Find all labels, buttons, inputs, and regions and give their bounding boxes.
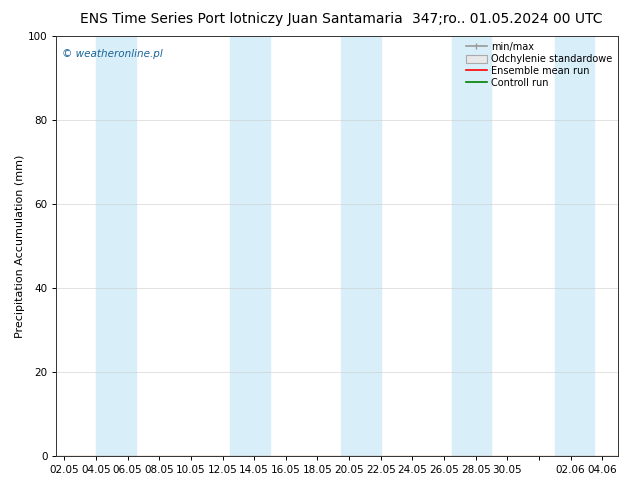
Text: ENS Time Series Port lotniczy Juan Santamaria: ENS Time Series Port lotniczy Juan Santa… (79, 12, 403, 26)
Bar (96, 36, 136, 456)
Text: 347;ro.. 01.05.2024 00 UTC: 347;ro.. 01.05.2024 00 UTC (412, 12, 602, 26)
Y-axis label: Precipitation Accumulation (mm): Precipitation Accumulation (mm) (15, 154, 25, 338)
Bar (341, 36, 381, 456)
Bar (230, 36, 270, 456)
Legend: min/max, Odchylenie standardowe, Ensemble mean run, Controll run: min/max, Odchylenie standardowe, Ensembl… (462, 38, 616, 92)
Bar (555, 36, 594, 456)
Text: © weatheronline.pl: © weatheronline.pl (62, 49, 163, 59)
Bar (452, 36, 491, 456)
